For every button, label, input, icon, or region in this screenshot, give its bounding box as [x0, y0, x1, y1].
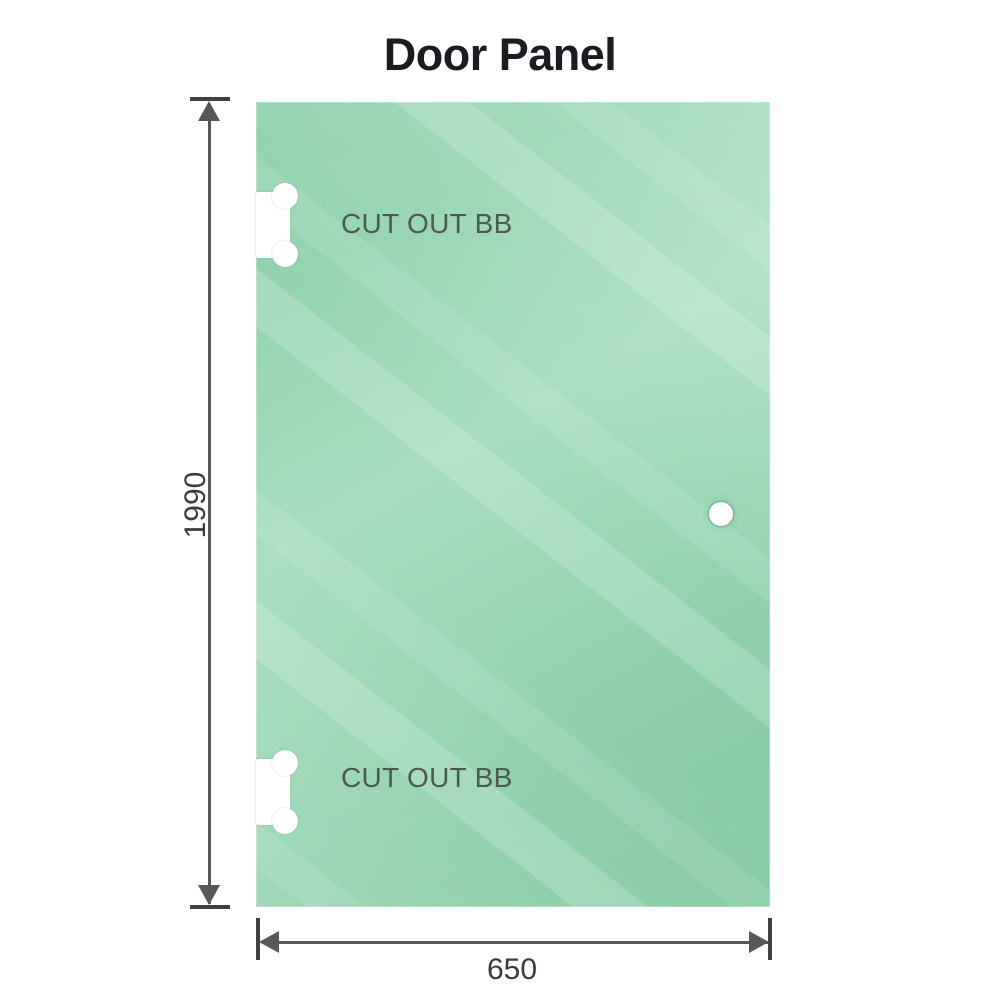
cutout-top-label: CUT OUT BB	[341, 208, 513, 239]
width-dimension-label: 650	[486, 953, 538, 986]
cutout-bottom-label: CUT OUT BB	[341, 762, 513, 793]
glass-panel	[256, 102, 770, 907]
glass-sheen	[256, 102, 770, 907]
width-tick-left	[256, 918, 260, 960]
height-tick-top	[190, 97, 230, 101]
handle-hole-icon	[709, 502, 733, 526]
width-dimension-line	[262, 941, 768, 944]
cutout-top	[256, 183, 298, 267]
height-dimension-line	[208, 104, 211, 904]
glass-streaks	[256, 102, 770, 907]
height-dimension-label: 1990	[179, 471, 212, 539]
glass-edge-highlight	[256, 102, 770, 907]
cutout-bottom	[256, 750, 298, 834]
cutout-bottom-lobe-lower	[272, 808, 298, 834]
page-title: Door Panel	[383, 29, 617, 80]
height-arrow-down-icon	[198, 885, 220, 905]
height-tick-bottom	[190, 905, 230, 909]
width-arrow-right-icon	[749, 931, 769, 953]
cutout-bottom-lobe-upper	[272, 750, 298, 776]
width-arrow-left-icon	[259, 931, 279, 953]
height-arrow-up-icon	[198, 101, 220, 121]
width-tick-right	[768, 918, 772, 960]
cutout-top-lobe-lower	[272, 241, 298, 267]
cutout-top-lobe-upper	[272, 183, 298, 209]
